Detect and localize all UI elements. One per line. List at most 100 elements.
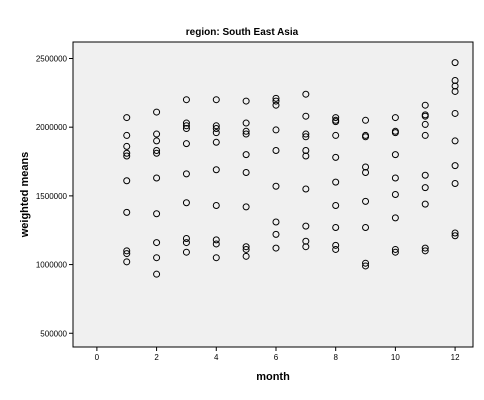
- data-point: [362, 133, 370, 141]
- data-point: [302, 243, 310, 251]
- data-point: [391, 191, 399, 198]
- data-point: [123, 152, 131, 160]
- data-point: [242, 203, 250, 211]
- data-point: [153, 108, 161, 116]
- data-point: [421, 184, 429, 192]
- data-point: [302, 237, 310, 245]
- x-tick-label: 4: [214, 353, 219, 362]
- y-tick-label: 500000: [40, 329, 67, 338]
- data-point: [362, 163, 370, 171]
- data-point: [451, 180, 459, 188]
- data-point: [272, 147, 280, 155]
- data-point: [302, 222, 310, 230]
- x-tick-label: 2: [154, 353, 159, 362]
- data-point: [391, 245, 399, 253]
- data-point: [182, 199, 190, 207]
- data-point: [182, 96, 190, 104]
- x-tick-label: 12: [451, 353, 460, 362]
- data-point: [182, 140, 190, 148]
- data-point: [391, 214, 399, 222]
- data-point: [242, 151, 250, 159]
- data-point: [123, 258, 131, 266]
- data-point: [242, 252, 250, 260]
- y-axis-ticks: 500000 1000000 1500000 2000000 2500000: [36, 54, 73, 338]
- data-point: [302, 133, 310, 141]
- data-point: [451, 87, 459, 95]
- data-point: [123, 131, 131, 139]
- data-point: [391, 248, 399, 256]
- data-point: [272, 101, 280, 109]
- y-tick-label: 2500000: [36, 54, 68, 63]
- data-point: [272, 97, 280, 105]
- data-point: [362, 259, 370, 267]
- data-point: [212, 96, 220, 104]
- data-point: [302, 185, 310, 193]
- y-tick-label: 2000000: [36, 123, 68, 132]
- data-point: [421, 112, 429, 120]
- data-point: [182, 248, 190, 256]
- x-tick-label: 8: [333, 353, 338, 362]
- data-point: [212, 166, 220, 174]
- x-tick-label: 0: [95, 353, 100, 362]
- data-point: [391, 114, 399, 122]
- data-point: [153, 174, 161, 182]
- data-point: [362, 116, 370, 124]
- data-point: [332, 131, 340, 139]
- data-point: [182, 170, 190, 178]
- x-tick-label: 10: [391, 353, 400, 362]
- data-point: [212, 201, 220, 209]
- y-tick-label: 1500000: [36, 192, 68, 201]
- data-point: [421, 120, 429, 128]
- data-point: [182, 119, 190, 127]
- data-point: [391, 151, 399, 159]
- data-point: [242, 127, 250, 135]
- data-point: [242, 119, 250, 127]
- data-point: [242, 97, 250, 105]
- data-point: [182, 239, 190, 247]
- data-point: [451, 109, 459, 117]
- data-point: [212, 129, 220, 137]
- plot-area: [72, 41, 474, 348]
- data-point: [242, 243, 250, 251]
- data-point: [332, 153, 340, 161]
- data-point: [272, 230, 280, 238]
- data-point: [302, 147, 310, 155]
- data-point: [391, 129, 399, 137]
- data-point: [212, 254, 220, 262]
- data-point: [123, 208, 131, 216]
- x-tick-label: 6: [274, 353, 279, 362]
- data-point: [272, 244, 280, 252]
- data-point: [302, 90, 310, 98]
- data-point: [153, 239, 161, 247]
- x-axis-ticks: 0 2 4 6 8 10 12: [95, 347, 460, 362]
- y-axis-label: weighted means: [19, 152, 31, 239]
- data-point: [212, 138, 220, 146]
- data-point: [362, 262, 370, 270]
- data-point: [451, 232, 459, 240]
- data-point: [421, 200, 429, 208]
- data-point: [212, 240, 220, 248]
- data-point: [332, 178, 340, 186]
- data-point: [153, 137, 161, 145]
- data-point: [451, 229, 459, 237]
- data-point: [153, 254, 161, 262]
- data-point: [272, 182, 280, 190]
- data-point: [421, 131, 429, 139]
- data-point: [182, 234, 190, 242]
- data-point: [242, 245, 250, 253]
- data-point: [153, 130, 161, 138]
- data-point: [362, 169, 370, 177]
- data-point: [153, 270, 161, 278]
- data-point: [302, 112, 310, 120]
- data-point: [272, 94, 280, 102]
- data-point: [332, 223, 340, 231]
- data-point: [332, 114, 340, 122]
- data-point: [451, 137, 459, 145]
- data-point: [391, 174, 399, 182]
- data-point: [332, 201, 340, 209]
- data-point: [332, 118, 340, 126]
- data-point: [362, 197, 370, 205]
- data-point: [123, 114, 131, 122]
- data-point: [451, 162, 459, 170]
